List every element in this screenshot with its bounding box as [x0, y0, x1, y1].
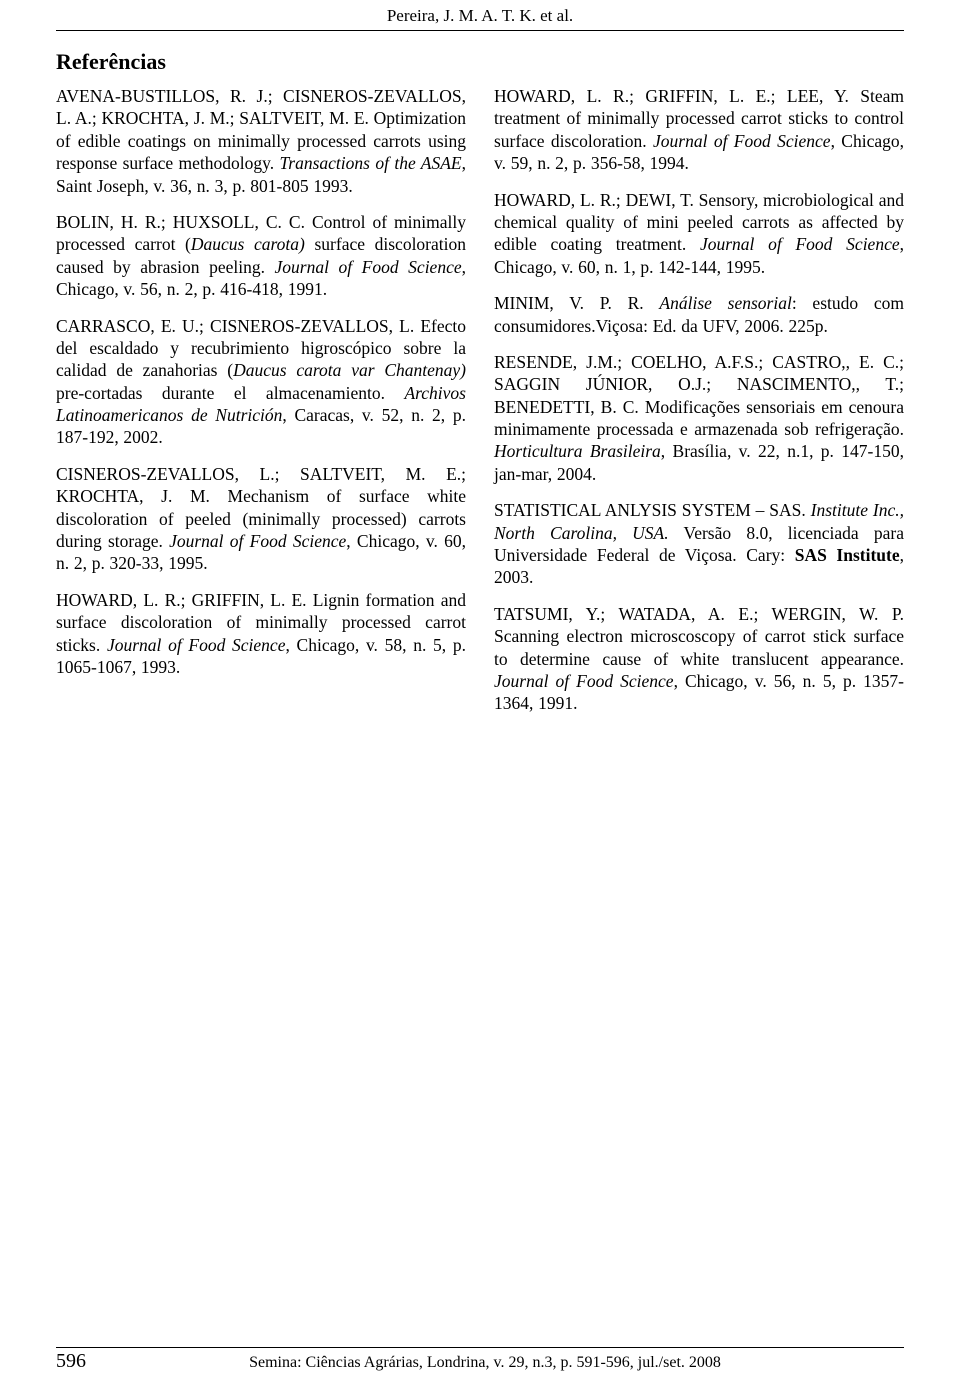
reference-item: CARRASCO, E. U.; CISNEROS-ZEVALLOS, L. E… [56, 315, 466, 449]
page: Pereira, J. M. A. T. K. et al. Referênci… [0, 0, 960, 1397]
reference-item: TATSUMI, Y.; WATADA, A. E.; WERGIN, W. P… [494, 603, 904, 715]
reference-item: HOWARD, L. R.; GRIFFIN, L. E. Lignin for… [56, 589, 466, 679]
reference-item: CISNEROS-ZEVALLOS, L.; SALTVEIT, M. E.; … [56, 463, 466, 575]
references-columns: AVENA-BUSTILLOS, R. J.; CISNEROS-ZEVALLO… [56, 85, 904, 729]
reference-item: HOWARD, L. R.; DEWI, T. Sensory, microbi… [494, 189, 904, 279]
left-column: AVENA-BUSTILLOS, R. J.; CISNEROS-ZEVALLO… [56, 85, 466, 729]
footer-citation: Semina: Ciências Agrárias, Londrina, v. … [66, 1354, 904, 1372]
reference-item: BOLIN, H. R.; HUXSOLL, C. C. Control of … [56, 211, 466, 301]
reference-item: HOWARD, L. R.; GRIFFIN, L. E.; LEE, Y. S… [494, 85, 904, 175]
reference-item: RESENDE, J.M.; COELHO, A.F.S.; CASTRO,, … [494, 351, 904, 485]
reference-item: AVENA-BUSTILLOS, R. J.; CISNEROS-ZEVALLO… [56, 85, 466, 197]
reference-item: STATISTICAL ANLYSIS SYSTEM – SAS. Instit… [494, 499, 904, 589]
footer: 596 Semina: Ciências Agrárias, Londrina,… [0, 1347, 960, 1373]
right-column: HOWARD, L. R.; GRIFFIN, L. E.; LEE, Y. S… [494, 85, 904, 729]
running-head: Pereira, J. M. A. T. K. et al. [56, 0, 904, 31]
reference-item: MINIM, V. P. R. Análise sensorial: estud… [494, 292, 904, 337]
references-title: Referências [56, 49, 904, 75]
footer-inner: 596 Semina: Ciências Agrárias, Londrina,… [56, 1347, 904, 1373]
